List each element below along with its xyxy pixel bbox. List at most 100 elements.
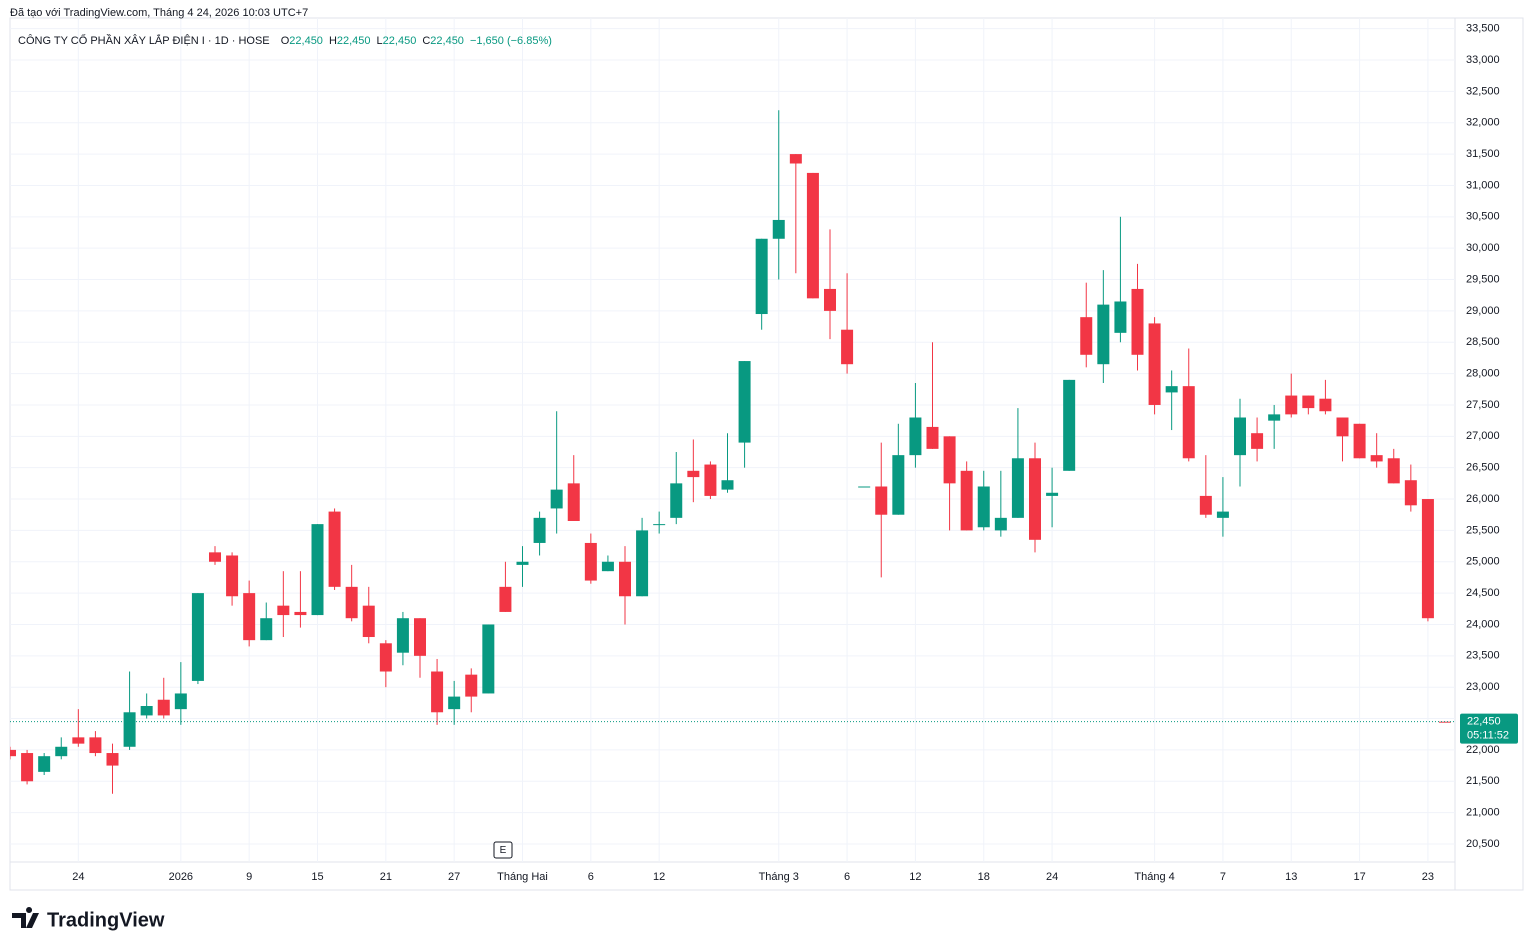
candle-body xyxy=(841,329,854,365)
candle-body xyxy=(1387,458,1400,484)
y-tick-label: 25,000 xyxy=(1466,556,1500,568)
candle-body xyxy=(1131,288,1144,355)
y-tick-label: 21,000 xyxy=(1466,807,1500,819)
candle-body xyxy=(396,618,409,653)
candle-body xyxy=(601,561,614,572)
candle-body xyxy=(806,172,819,299)
x-tick-label: 24 xyxy=(1046,871,1058,883)
candle-body xyxy=(260,618,273,641)
y-tick-label: 29,000 xyxy=(1466,305,1500,317)
y-tick-label: 31,500 xyxy=(1466,148,1500,160)
legend-key: L xyxy=(377,35,383,47)
candle-body xyxy=(1234,417,1246,456)
candle-body xyxy=(755,238,768,315)
time-axis: 24 2026 9 15 21 27 Tháng Hai 6 12 Tháng 3 6 12 18 24 T… xyxy=(72,871,1434,883)
x-tick-label: 7 xyxy=(1220,871,1226,883)
y-tick-label: 30,000 xyxy=(1466,242,1500,254)
legend-value: 22,450 xyxy=(337,35,371,47)
candle-body xyxy=(191,593,204,681)
y-tick-label: 24,000 xyxy=(1466,618,1500,630)
candle-body xyxy=(1148,323,1161,405)
y-tick-label: 27,500 xyxy=(1466,399,1500,411)
candle-body xyxy=(1011,458,1024,518)
candle-body xyxy=(1285,395,1298,415)
event-marker-label[interactable]: E xyxy=(500,845,507,856)
candle-body xyxy=(1251,433,1264,449)
candle-body xyxy=(892,455,905,515)
y-tick-label: 32,000 xyxy=(1466,117,1500,129)
x-tick-label: 21 xyxy=(380,871,392,883)
x-tick-label: 9 xyxy=(246,871,252,883)
x-tick-label: 23 xyxy=(1422,871,1434,883)
candle-body xyxy=(499,586,512,612)
last-price-label: 22,450 xyxy=(1467,716,1501,728)
y-tick-label: 30,500 xyxy=(1466,211,1500,223)
candle-body xyxy=(567,483,580,521)
candle-body xyxy=(1063,379,1076,471)
candles xyxy=(10,110,1455,794)
candle-body xyxy=(10,749,16,757)
candle-body xyxy=(1353,423,1366,459)
candle-body xyxy=(123,712,136,747)
candle-body xyxy=(72,737,85,744)
legend-value: 22,450 xyxy=(430,35,464,47)
candle-body xyxy=(994,517,1007,531)
x-tick-label: 6 xyxy=(588,871,594,883)
candle-body xyxy=(858,486,871,488)
candle-body xyxy=(721,480,734,490)
candle-body xyxy=(584,542,597,581)
candle-body xyxy=(243,593,256,641)
header: Đã tạo với TradingView.com, Tháng 4 24, … xyxy=(10,7,308,19)
candle-body xyxy=(738,361,751,443)
candle-body xyxy=(1165,386,1178,393)
x-tick-label: Tháng 4 xyxy=(1134,871,1174,883)
y-tick-label: 26,000 xyxy=(1466,493,1500,505)
candle-body xyxy=(653,524,666,526)
candle-body xyxy=(277,605,290,616)
candle-body xyxy=(1319,398,1332,412)
legend-key: O xyxy=(281,35,290,47)
y-tick-label: 33,000 xyxy=(1466,54,1500,66)
candle-body xyxy=(516,561,529,565)
logo-icon xyxy=(12,907,39,928)
countdown: 05:11:52 xyxy=(1467,730,1509,742)
candle-body xyxy=(345,586,358,619)
candle-body xyxy=(1029,458,1041,540)
x-tick-label: 13 xyxy=(1285,871,1297,883)
candle-body xyxy=(1268,414,1281,421)
candle-body xyxy=(431,671,444,713)
y-tick-label: 26,500 xyxy=(1466,462,1500,474)
candle-body xyxy=(362,605,375,638)
candle-body xyxy=(38,756,51,772)
candle-body xyxy=(636,530,649,597)
event-marker[interactable] xyxy=(493,841,513,859)
x-tick-label: 2026 xyxy=(169,871,193,883)
x-tick-label: 17 xyxy=(1353,871,1365,883)
y-tick-label: 29,500 xyxy=(1466,273,1500,285)
logo-text: TradingView xyxy=(47,909,165,931)
candle-body xyxy=(140,706,153,716)
legend: CÔNG TY CỔ PHẦN XÂY LẮP ĐIỆN I · 1D · HO… xyxy=(18,34,552,47)
y-tick-label: 22,000 xyxy=(1466,744,1500,756)
candle-body xyxy=(909,417,922,456)
pane-border xyxy=(9,17,1524,891)
candle-body xyxy=(1302,395,1315,409)
candle-body xyxy=(619,561,631,597)
candle-body xyxy=(670,483,683,518)
candle-body xyxy=(960,470,973,531)
candle-body xyxy=(926,426,939,449)
legend-value: 22,450 xyxy=(383,35,417,47)
x-tick-label: 12 xyxy=(909,871,921,883)
candle-body xyxy=(414,618,426,656)
y-tick-label: 21,500 xyxy=(1466,775,1500,787)
candle-body xyxy=(89,737,102,754)
candle-body xyxy=(704,464,717,496)
candle-body xyxy=(21,753,34,782)
legend-change: −1,650 (−6.85%) xyxy=(470,35,552,47)
candle-body xyxy=(482,624,495,694)
legend-value: 22,450 xyxy=(289,35,323,47)
x-tick-label: 18 xyxy=(978,871,990,883)
x-tick-label: Tháng Hai xyxy=(497,871,548,883)
